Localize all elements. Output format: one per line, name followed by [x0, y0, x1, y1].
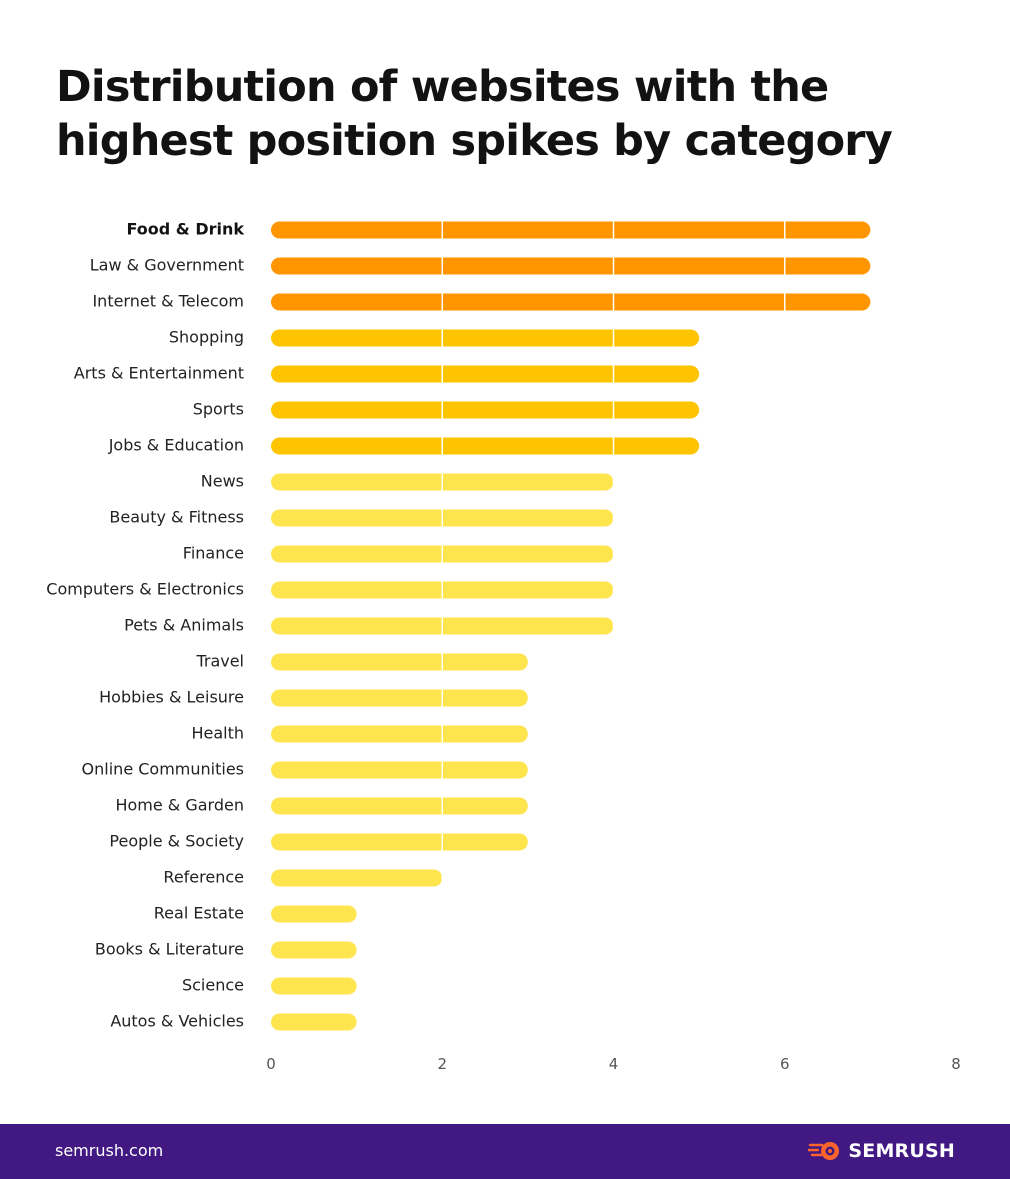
- bars-layer: [271, 221, 871, 1031]
- category-labels: Food & Drink Law & Government Internet & T…: [46, 220, 244, 1031]
- bar: [271, 437, 700, 455]
- category-label: Books & Literature: [95, 940, 244, 959]
- chart-title: Distribution of websites with the highes…: [56, 62, 893, 166]
- category-label: Jobs & Education: [108, 436, 244, 455]
- category-label: Beauty & Fitness: [109, 508, 244, 527]
- bar: [271, 797, 528, 815]
- category-label: Food & Drink: [127, 220, 245, 239]
- bar: [271, 1013, 357, 1031]
- category-label: Internet & Telecom: [92, 292, 244, 311]
- category-label: News: [201, 472, 244, 491]
- bar: [271, 401, 700, 419]
- bar: [271, 725, 528, 743]
- category-label: Pets & Animals: [124, 616, 244, 635]
- category-label: Hobbies & Leisure: [99, 688, 244, 707]
- bar: [271, 941, 357, 959]
- bar: [271, 905, 357, 923]
- x-tick-label: 8: [951, 1055, 961, 1073]
- category-label: People & Society: [109, 832, 244, 851]
- category-label: Sports: [193, 400, 244, 419]
- brand-logo: SEMRUSH: [808, 1139, 955, 1163]
- x-axis-ticks: 0 2 4 6 8: [266, 1055, 961, 1073]
- bar: [271, 653, 528, 671]
- bar: [271, 977, 357, 995]
- footer-bar: semrush.com SEMRUSH: [0, 1124, 1010, 1179]
- category-label: Online Communities: [82, 760, 244, 779]
- category-label: Health: [191, 724, 244, 743]
- category-label: Real Estate: [154, 904, 244, 923]
- category-label: Computers & Electronics: [46, 580, 244, 599]
- category-label: Finance: [183, 544, 244, 563]
- semrush-fireball-icon: [808, 1142, 840, 1160]
- category-label: Reference: [163, 868, 244, 887]
- category-label: Home & Garden: [115, 796, 244, 815]
- bar: [271, 329, 700, 347]
- category-label: Autos & Vehicles: [110, 1012, 244, 1031]
- bar: [271, 257, 871, 275]
- category-label: Science: [182, 976, 244, 995]
- footer-site-link[interactable]: semrush.com: [55, 1141, 164, 1160]
- grid-layer: [441, 218, 786, 1037]
- bar: [271, 365, 700, 383]
- category-label: Law & Government: [90, 256, 244, 275]
- x-tick-label: 6: [780, 1055, 790, 1073]
- x-tick-label: 2: [437, 1055, 447, 1073]
- bar: [271, 689, 528, 707]
- bar: [271, 833, 528, 851]
- category-label: Arts & Entertainment: [74, 364, 244, 383]
- bar: [271, 869, 443, 887]
- bar: [271, 221, 871, 239]
- brand-name: SEMRUSH: [848, 1140, 955, 1162]
- category-label: Shopping: [169, 328, 244, 347]
- bar: [271, 761, 528, 779]
- x-tick-label: 4: [609, 1055, 619, 1073]
- category-label: Travel: [195, 652, 244, 671]
- x-tick-label: 0: [266, 1055, 276, 1073]
- bar-chart: Food & Drink Law & Government Internet & T…: [46, 218, 961, 1073]
- bar: [271, 293, 871, 311]
